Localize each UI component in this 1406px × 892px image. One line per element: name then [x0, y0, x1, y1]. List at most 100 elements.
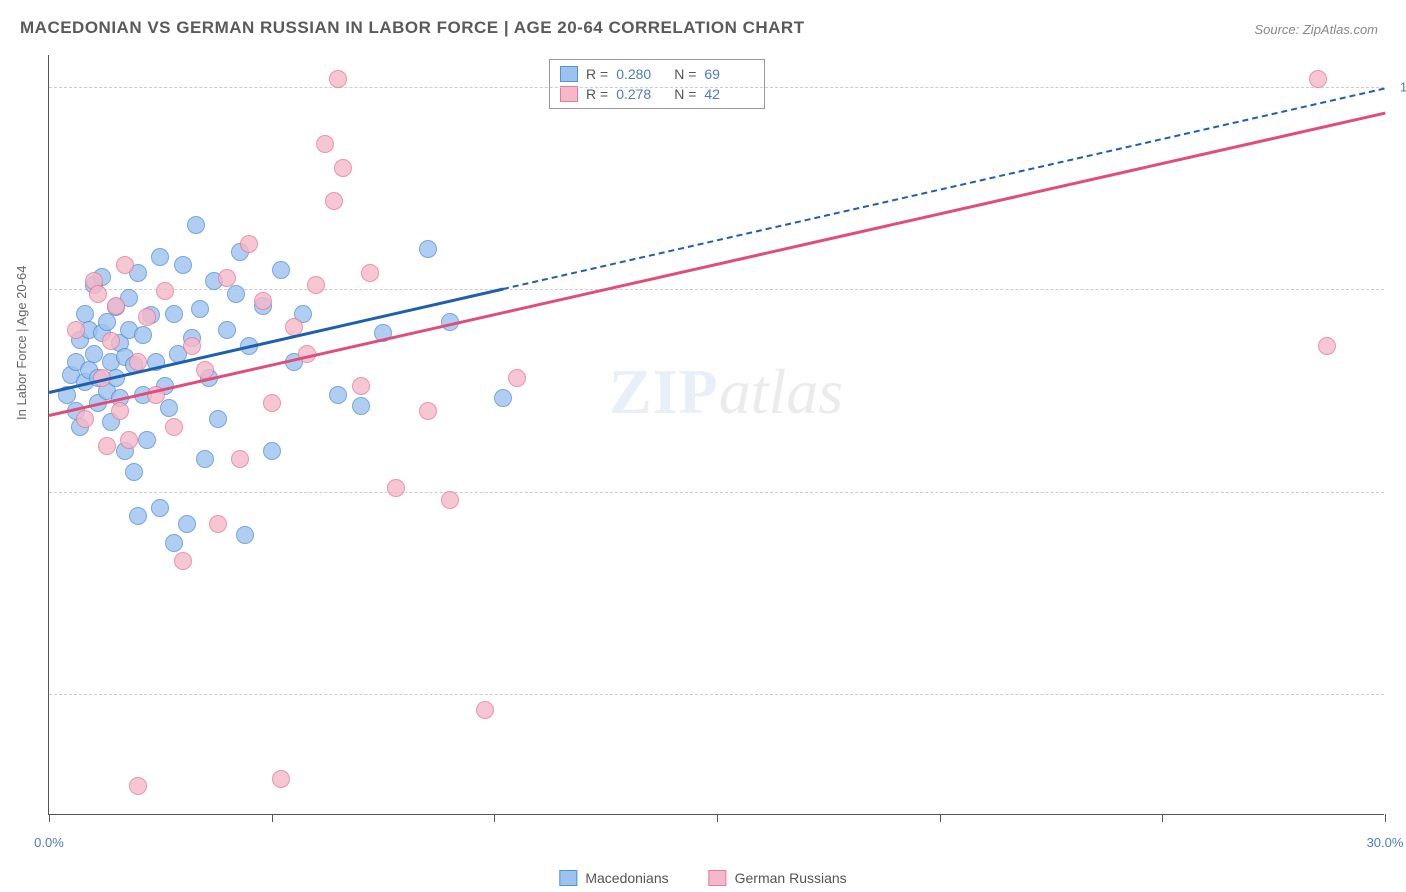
- data-point: [218, 269, 236, 287]
- gridline: [49, 694, 1384, 695]
- n-value: 69: [704, 66, 754, 82]
- stats-legend-row: R = 0.280 N = 69: [560, 64, 754, 84]
- legend-swatch: [560, 66, 578, 82]
- data-point: [307, 276, 325, 294]
- y-tick-label: 75.0%: [1389, 484, 1406, 499]
- data-point: [1309, 70, 1327, 88]
- data-point: [107, 297, 125, 315]
- data-point: [218, 321, 236, 339]
- data-point: [227, 285, 245, 303]
- data-point: [183, 337, 201, 355]
- data-point: [76, 410, 94, 428]
- data-point: [325, 192, 343, 210]
- data-point: [134, 326, 152, 344]
- data-point: [196, 450, 214, 468]
- data-point: [329, 386, 347, 404]
- x-tick: [1162, 814, 1163, 822]
- data-point: [165, 305, 183, 323]
- data-point: [419, 240, 437, 258]
- data-point: [419, 402, 437, 420]
- data-point: [494, 389, 512, 407]
- data-point: [129, 777, 147, 795]
- watermark: ZIPatlas: [609, 355, 843, 429]
- n-value: 42: [704, 86, 754, 102]
- gridline: [49, 492, 1384, 493]
- r-value: 0.278: [616, 86, 666, 102]
- data-point: [352, 377, 370, 395]
- y-tick-label: 100.0%: [1389, 80, 1406, 95]
- data-point: [111, 402, 129, 420]
- x-tick-label: 30.0%: [1367, 835, 1404, 850]
- watermark-zip: ZIP: [609, 356, 719, 427]
- x-tick: [940, 814, 941, 822]
- x-tick: [272, 814, 273, 822]
- data-point: [209, 410, 227, 428]
- data-point: [120, 431, 138, 449]
- series-legend: Macedonians German Russians: [559, 870, 846, 886]
- n-label: N =: [674, 66, 696, 82]
- data-point: [85, 345, 103, 363]
- legend-swatch: [709, 870, 727, 886]
- data-point: [151, 248, 169, 266]
- data-point: [209, 515, 227, 533]
- data-point: [231, 450, 249, 468]
- data-point: [129, 507, 147, 525]
- x-tick: [717, 814, 718, 822]
- data-point: [151, 499, 169, 517]
- data-point: [263, 442, 281, 460]
- data-point: [508, 369, 526, 387]
- legend-label: German Russians: [735, 870, 847, 886]
- data-point: [191, 300, 209, 318]
- data-point: [334, 159, 352, 177]
- stats-legend: R = 0.280 N = 69 R = 0.278 N = 42: [549, 59, 765, 109]
- x-tick: [494, 814, 495, 822]
- data-point: [240, 235, 258, 253]
- data-point: [361, 264, 379, 282]
- r-label: R =: [586, 86, 608, 102]
- trend-line: [49, 112, 1386, 417]
- legend-item: Macedonians: [559, 870, 668, 886]
- n-label: N =: [674, 86, 696, 102]
- data-point: [165, 418, 183, 436]
- y-tick-label: 87.5%: [1389, 282, 1406, 297]
- data-point: [138, 308, 156, 326]
- data-point: [98, 437, 116, 455]
- source-label: Source: ZipAtlas.com: [1254, 22, 1378, 37]
- data-point: [156, 282, 174, 300]
- data-point: [263, 394, 281, 412]
- y-axis-label: In Labor Force | Age 20-64: [14, 266, 29, 420]
- data-point: [174, 256, 192, 274]
- data-point: [441, 491, 459, 509]
- data-point: [272, 770, 290, 788]
- data-point: [160, 399, 178, 417]
- data-point: [76, 305, 94, 323]
- data-point: [165, 534, 183, 552]
- data-point: [316, 135, 334, 153]
- data-point: [236, 526, 254, 544]
- data-point: [178, 515, 196, 533]
- x-tick-label: 0.0%: [34, 835, 64, 850]
- plot-area: ZIPatlas R =0.280N =69R =0.278N =42 62.5…: [48, 55, 1384, 815]
- data-point: [102, 332, 120, 350]
- data-point: [174, 552, 192, 570]
- legend-label: Macedonians: [585, 870, 668, 886]
- gridline: [49, 87, 1384, 88]
- data-point: [352, 397, 370, 415]
- watermark-atlas: atlas: [719, 356, 843, 427]
- data-point: [329, 70, 347, 88]
- data-point: [125, 463, 143, 481]
- gridline: [49, 289, 1384, 290]
- data-point: [476, 701, 494, 719]
- r-label: R =: [586, 66, 608, 82]
- data-point: [187, 216, 205, 234]
- data-point: [1318, 337, 1336, 355]
- trend-line-dashed: [503, 87, 1385, 289]
- data-point: [89, 285, 107, 303]
- legend-item: German Russians: [709, 870, 847, 886]
- data-point: [254, 292, 272, 310]
- x-tick: [49, 814, 50, 822]
- data-point: [116, 256, 134, 274]
- r-value: 0.280: [616, 66, 666, 82]
- x-tick: [1385, 814, 1386, 822]
- legend-swatch: [560, 86, 578, 102]
